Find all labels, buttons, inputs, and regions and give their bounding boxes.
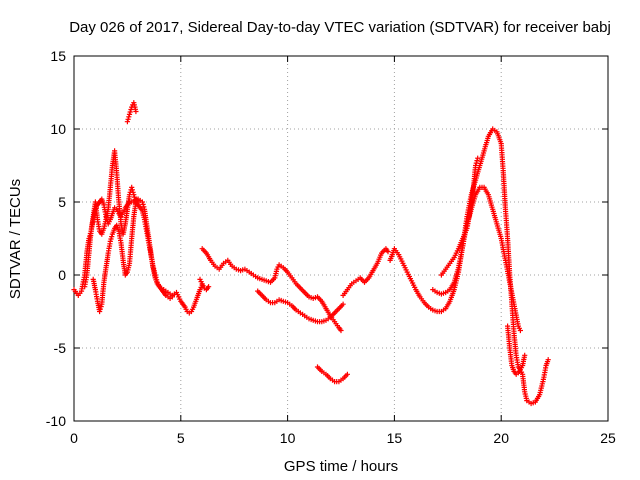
plot-frame xyxy=(73,55,609,422)
data-point xyxy=(124,119,130,125)
data-point xyxy=(152,272,158,278)
x-axis-label: GPS time / hours xyxy=(284,458,398,475)
data-point xyxy=(474,158,480,164)
data-point xyxy=(109,234,115,240)
data-point xyxy=(133,108,139,115)
y-tick-label: -10 xyxy=(46,413,66,429)
x-tick-label: 25 xyxy=(600,430,616,446)
data-point xyxy=(127,109,133,115)
data-point xyxy=(129,184,135,190)
data-point xyxy=(108,236,114,242)
data-point xyxy=(128,106,134,113)
data-point xyxy=(517,327,523,334)
x-tick-label: 5 xyxy=(177,430,185,446)
data-point xyxy=(126,111,133,117)
data-point xyxy=(131,194,138,200)
y-tick-label: 10 xyxy=(50,121,66,137)
x-tick-label: 10 xyxy=(280,430,296,446)
data-points xyxy=(71,100,551,407)
y-tick-label: 15 xyxy=(50,48,66,64)
data-point xyxy=(473,160,479,166)
data-point xyxy=(475,155,481,161)
data-point xyxy=(206,284,212,290)
data-point xyxy=(131,192,137,198)
data-point xyxy=(97,306,103,312)
y-axis-label: SDTVAR / TECUs xyxy=(7,179,24,299)
chart-title: Day 026 of 2017, Sidereal Day-to-day VTE… xyxy=(69,19,611,36)
grid-lines xyxy=(74,56,608,421)
y-tick-label: 0 xyxy=(58,267,66,283)
axis-ticks xyxy=(73,55,609,422)
x-tick-label: 15 xyxy=(387,430,403,446)
data-point xyxy=(169,294,175,300)
data-point xyxy=(338,327,344,334)
data-point xyxy=(154,277,160,283)
x-tick-labels: 0 5 10 15 20 25 xyxy=(70,430,616,446)
data-point xyxy=(98,304,104,310)
x-tick-label: 0 xyxy=(70,430,78,446)
data-point xyxy=(153,274,159,280)
data-point xyxy=(545,357,551,363)
y-tick-labels: -10 -5 0 5 10 15 xyxy=(46,48,66,429)
x-tick-label: 20 xyxy=(493,430,509,446)
data-point xyxy=(141,204,147,210)
data-point xyxy=(107,238,113,244)
data-point xyxy=(97,308,103,315)
data-point xyxy=(385,249,391,255)
data-point xyxy=(139,199,145,205)
y-tick-label: 5 xyxy=(58,194,66,210)
data-point xyxy=(522,352,528,358)
data-point xyxy=(140,201,146,207)
data-point xyxy=(340,301,346,307)
data-point xyxy=(135,196,141,202)
data-point xyxy=(129,187,135,193)
y-tick-label: -5 xyxy=(54,340,67,356)
data-point xyxy=(344,371,350,377)
data-point xyxy=(125,116,131,122)
data-point xyxy=(126,114,132,120)
data-point xyxy=(473,162,479,169)
data-point xyxy=(130,189,136,195)
